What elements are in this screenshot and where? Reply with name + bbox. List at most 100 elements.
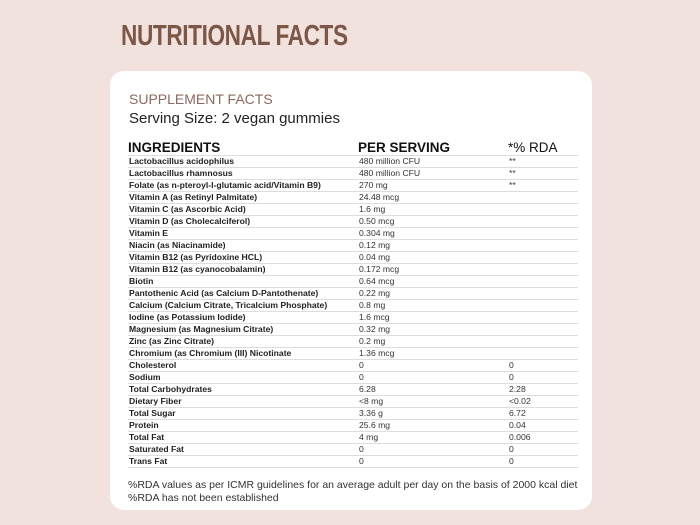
rda-value <box>508 347 578 360</box>
per-serving-value: 480 million CFU <box>358 155 508 168</box>
per-serving-value: 0.04 mg <box>358 251 508 264</box>
table-row: Pantothenic Acid (as Calcium D-Pantothen… <box>128 287 578 300</box>
table-row: Vitamin A (as Retinyl Palmitate) 24.48 mc… <box>128 191 578 204</box>
ingredient-name: Calcium (Calcium Citrate, Tricalcium Pho… <box>128 299 358 312</box>
per-serving-value: 0 <box>358 455 508 468</box>
table-row: Niacin (as Niacinamide) 0.12 mg <box>128 239 578 252</box>
per-serving-value: 0.50 mcg <box>358 215 508 228</box>
rda-value: 2.28 <box>508 383 578 396</box>
table-row: Lactobacillus rhamnosus 480 million CFU ** <box>128 167 578 180</box>
ingredient-name: Vitamin C (as Ascorbic Acid) <box>128 203 358 216</box>
table-row: Calcium (Calcium Citrate, Tricalcium Pho… <box>128 299 578 312</box>
per-serving-value: 1.6 mcg <box>358 311 508 324</box>
rda-value: 6.72 <box>508 407 578 420</box>
serving-size: Serving Size: 2 vegan gummies <box>129 110 340 127</box>
rda-value <box>508 215 578 228</box>
table-row: Lactobacillus acidophilus 480 million CFU… <box>128 155 578 168</box>
ingredient-name: Dietary Fiber <box>128 395 358 408</box>
supplement-facts-card: SUPPLEMENT FACTS Serving Size: 2 vegan g… <box>110 71 592 510</box>
per-serving-value: 1.6 mg <box>358 203 508 216</box>
column-header-rda: *% RDA <box>508 140 578 156</box>
table-row: Biotin 0.64 mcg <box>128 275 578 288</box>
ingredient-name: Total Carbohydrates <box>128 383 358 396</box>
ingredient-name: Saturated Fat <box>128 443 358 456</box>
rda-value: 0.04 <box>508 419 578 432</box>
per-serving-value: 0.64 mcg <box>358 275 508 288</box>
rda-value: 0 <box>508 455 578 468</box>
table-header: INGREDIENTS PER SERVING *% RDA <box>128 140 578 156</box>
table-row: Total Fat 4 mg 0.006 <box>128 431 578 444</box>
ingredient-name: Magnesium (as Magnesium Citrate) <box>128 323 358 336</box>
table-row: Dietary Fiber <8 mg <0.02 <box>128 395 578 408</box>
table-row: Trans Fat 0 0 <box>128 455 578 468</box>
ingredient-name: Sodium <box>128 371 358 384</box>
footnote-rda-basis: %RDA values as per ICMR guidelines for a… <box>128 479 578 491</box>
table-row: Iodine (as Potassium Iodide) 1.6 mcg <box>128 311 578 324</box>
ingredient-name: Trans Fat <box>128 455 358 468</box>
rda-value <box>508 239 578 252</box>
rda-value: ** <box>508 179 578 192</box>
ingredient-name: Vitamin D (as Cholecalciferol) <box>128 215 358 228</box>
per-serving-value: 4 mg <box>358 431 508 444</box>
ingredient-name: Lactobacillus rhamnosus <box>128 167 358 180</box>
rda-value: <0.02 <box>508 395 578 408</box>
per-serving-value: 3.36 g <box>358 407 508 420</box>
rda-value: ** <box>508 167 578 180</box>
per-serving-value: 480 million CFU <box>358 167 508 180</box>
table-row: Chromium (as Chromium (III) Nicotinate 1.… <box>128 347 578 360</box>
per-serving-value: 0.304 mg <box>358 227 508 240</box>
column-header-ingredients: INGREDIENTS <box>128 140 358 156</box>
per-serving-value: 1.36 mcg <box>358 347 508 360</box>
per-serving-value: 0.22 mg <box>358 287 508 300</box>
ingredient-name: Cholesterol <box>128 359 358 372</box>
table-row: Saturated Fat 0 0 <box>128 443 578 456</box>
ingredient-name: Pantothenic Acid (as Calcium D-Pantothen… <box>128 287 358 300</box>
per-serving-value: <8 mg <box>358 395 508 408</box>
rda-value <box>508 275 578 288</box>
rda-value <box>508 299 578 312</box>
per-serving-value: 0 <box>358 443 508 456</box>
per-serving-value: 24.48 mcg <box>358 191 508 204</box>
per-serving-value: 25.6 mg <box>358 419 508 432</box>
ingredient-name: Vitamin B12 (as Pyridoxine HCL) <box>128 251 358 264</box>
ingredient-name: Vitamin B12 (as cyanocobalamin) <box>128 263 358 276</box>
per-serving-value: 6.28 <box>358 383 508 396</box>
rda-value: 0 <box>508 359 578 372</box>
ingredient-name: Biotin <box>128 275 358 288</box>
table-row: Cholesterol 0 0 <box>128 359 578 372</box>
page-title: NUTRITIONAL FACTS <box>121 20 348 52</box>
per-serving-value: 270 mg <box>358 179 508 192</box>
table-row: Magnesium (as Magnesium Citrate) 0.32 mg <box>128 323 578 336</box>
rda-value: 0 <box>508 443 578 456</box>
per-serving-value: 0 <box>358 371 508 384</box>
rda-value <box>508 263 578 276</box>
rda-value <box>508 311 578 324</box>
per-serving-value: 0.172 mcg <box>358 263 508 276</box>
ingredient-name: Folate (as n-pteroyl-l-glutamic acid/Vit… <box>128 179 358 192</box>
rda-value <box>508 227 578 240</box>
rda-value <box>508 251 578 264</box>
ingredient-name: Niacin (as Niacinamide) <box>128 239 358 252</box>
table-row: Total Sugar 3.36 g 6.72 <box>128 407 578 420</box>
ingredient-name: Vitamin E <box>128 227 358 240</box>
table-row: Zinc (as Zinc Citrate) 0.2 mg <box>128 335 578 348</box>
table-row: Vitamin D (as Cholecalciferol) 0.50 mcg <box>128 215 578 228</box>
per-serving-value: 0.2 mg <box>358 335 508 348</box>
rda-value <box>508 323 578 336</box>
ingredient-name: Chromium (as Chromium (III) Nicotinate <box>128 347 358 360</box>
rda-value <box>508 335 578 348</box>
table-row: Sodium 0 0 <box>128 371 578 384</box>
rda-value <box>508 191 578 204</box>
card-heading: SUPPLEMENT FACTS <box>129 91 273 107</box>
footnote-rda-not-established: %RDA has not been established <box>128 492 279 504</box>
table-row: Vitamin C (as Ascorbic Acid) 1.6 mg <box>128 203 578 216</box>
table-row: Vitamin B12 (as Pyridoxine HCL) 0.04 mg <box>128 251 578 264</box>
ingredient-name: Vitamin A (as Retinyl Palmitate) <box>128 191 358 204</box>
ingredient-name: Total Sugar <box>128 407 358 420</box>
rda-value: 0.006 <box>508 431 578 444</box>
rda-value: ** <box>508 155 578 168</box>
per-serving-value: 0.8 mg <box>358 299 508 312</box>
ingredient-name: Lactobacillus acidophilus <box>128 155 358 168</box>
table-row: Folate (as n-pteroyl-l-glutamic acid/Vit… <box>128 179 578 192</box>
ingredient-name: Protein <box>128 419 358 432</box>
